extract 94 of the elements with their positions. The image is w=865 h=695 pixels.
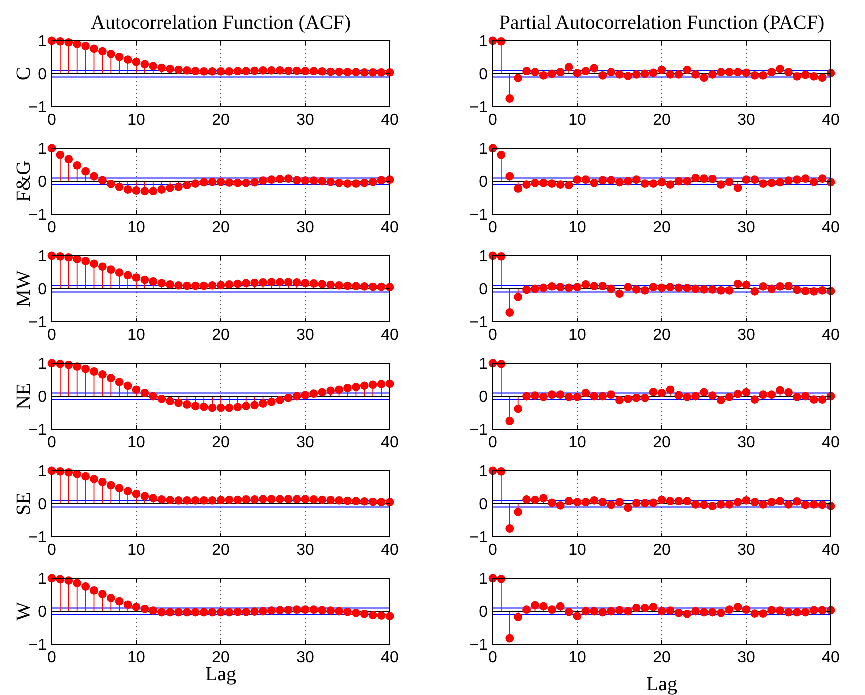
x-tick-label: 10 — [128, 650, 146, 666]
chart-title: Partial Autocorrelation Function (PACF) — [499, 12, 825, 34]
x-tick-label: 40 — [822, 542, 840, 559]
x-tick-label: 10 — [128, 542, 146, 559]
x-tick-label: 20 — [212, 327, 230, 344]
x-tick-label: 30 — [738, 542, 756, 559]
y-tick-label: −1 — [470, 314, 488, 332]
x-tick-label: 20 — [212, 542, 230, 559]
x-tick-label: 10 — [128, 220, 146, 236]
x-axis-title: Lag — [646, 674, 678, 695]
y-tick-label: 0 — [479, 389, 488, 406]
x-tick-label: 30 — [296, 220, 314, 236]
x-tick-label: 10 — [128, 112, 146, 129]
y-axis-title: NE — [13, 383, 35, 410]
x-tick-label: 30 — [296, 327, 314, 344]
y-tick-label: 1 — [479, 464, 488, 481]
y-axis-title: C — [13, 67, 35, 81]
y-tick-label: 1 — [38, 356, 48, 374]
x-tick-label: 20 — [653, 327, 671, 344]
x-axis-title: Lag — [205, 664, 237, 686]
x-tick-label: 20 — [212, 112, 230, 129]
x-tick-label: 30 — [738, 434, 756, 452]
y-tick-label: 0 — [38, 496, 48, 514]
y-tick-label: 0 — [38, 282, 48, 299]
x-tick-label: 30 — [738, 220, 756, 236]
x-tick-label: 40 — [381, 542, 399, 559]
x-tick-label: 40 — [381, 327, 399, 344]
x-tick-label: 40 — [381, 112, 399, 129]
x-tick-label: 40 — [822, 112, 840, 129]
y-tick-label: 0 — [38, 389, 48, 406]
x-tick-label: 30 — [296, 650, 314, 666]
x-tick-label: 20 — [212, 434, 230, 452]
x-tick-label: 40 — [822, 650, 840, 666]
y-tick-label: −1 — [28, 637, 48, 654]
x-tick-label: 10 — [568, 434, 586, 452]
x-tick-label: 20 — [653, 542, 671, 559]
x-tick-label: 40 — [822, 327, 840, 344]
y-tick-label: −1 — [470, 207, 488, 224]
x-tick-label: 40 — [822, 434, 840, 452]
y-tick-label: 1 — [479, 571, 488, 588]
y-axis-title: SE — [13, 492, 35, 516]
x-tick-label: 40 — [822, 220, 840, 236]
y-tick-label: 1 — [38, 34, 48, 51]
x-tick-label: 30 — [296, 112, 314, 129]
y-axis-title: MW — [13, 270, 35, 308]
y-tick-label: 0 — [479, 66, 488, 84]
x-tick-label: 20 — [653, 434, 671, 452]
y-tick-label: 1 — [38, 248, 48, 266]
y-tick-label: 0 — [38, 604, 48, 622]
x-tick-label: 10 — [568, 542, 586, 559]
x-tick-label: 40 — [381, 220, 399, 236]
x-tick-label: 30 — [296, 434, 314, 452]
x-tick-label: 20 — [212, 650, 230, 666]
y-tick-label: −1 — [470, 422, 488, 440]
y-tick-label: −1 — [470, 637, 488, 654]
x-tick-label: 10 — [568, 220, 586, 236]
x-tick-label: 10 — [568, 650, 586, 666]
y-tick-label: 1 — [479, 141, 488, 158]
x-tick-label: 30 — [738, 327, 756, 344]
y-tick-label: −1 — [28, 530, 48, 547]
x-tick-label: 30 — [738, 650, 756, 666]
y-tick-label: 1 — [38, 571, 48, 588]
chart-title: Autocorrelation Function (ACF) — [91, 12, 351, 34]
x-tick-label: 30 — [738, 112, 756, 129]
y-tick-label: −1 — [470, 100, 488, 117]
x-tick-label: 10 — [568, 327, 586, 344]
y-tick-label: 1 — [479, 248, 488, 266]
y-tick-label: −1 — [28, 100, 48, 117]
x-tick-label: 20 — [653, 112, 671, 129]
y-tick-label: 1 — [38, 141, 48, 158]
x-tick-label: 40 — [381, 434, 399, 452]
y-tick-label: 1 — [479, 356, 488, 374]
y-tick-label: −1 — [28, 207, 48, 224]
y-tick-label: −1 — [28, 314, 48, 332]
x-tick-label: 20 — [653, 650, 671, 666]
y-tick-label: 1 — [38, 464, 48, 481]
y-tick-label: −1 — [28, 422, 48, 440]
x-tick-label: 10 — [568, 112, 586, 129]
y-tick-label: 0 — [479, 604, 488, 622]
y-axis-title: F&G — [13, 160, 35, 202]
y-tick-label: 1 — [479, 34, 488, 51]
x-tick-label: 20 — [212, 220, 230, 236]
y-tick-label: 0 — [38, 174, 48, 192]
x-tick-label: 30 — [296, 542, 314, 559]
x-tick-label: 40 — [381, 650, 399, 666]
y-tick-label: 0 — [38, 66, 48, 84]
y-tick-label: 0 — [479, 174, 488, 192]
x-tick-label: 10 — [128, 434, 146, 452]
x-tick-label: 20 — [653, 220, 671, 236]
y-tick-label: 0 — [479, 496, 488, 514]
y-axis-title: W — [13, 602, 35, 621]
y-tick-label: 0 — [479, 282, 488, 299]
y-tick-label: −1 — [470, 530, 488, 547]
x-tick-label: 10 — [128, 327, 146, 344]
